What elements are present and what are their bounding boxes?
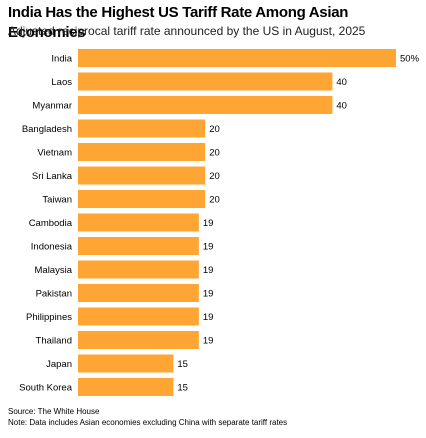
bar-japan: [78, 354, 174, 373]
chart-subtitle: Adjusted reciprocal tariff rate announce…: [8, 24, 366, 38]
category-label-laos: Laos: [51, 77, 72, 88]
category-label-pakistan: Pakistan: [36, 289, 72, 300]
value-label-sri-lanka: 20: [209, 171, 220, 182]
value-label-japan: 15: [177, 359, 188, 370]
value-label-south-korea: 15: [177, 383, 188, 394]
category-label-vietnam: Vietnam: [37, 148, 72, 159]
chart-title: India Has the Highest US Tariff Rate Amo…: [8, 4, 349, 41]
category-label-japan: Japan: [46, 359, 72, 370]
bar-philippines: [78, 307, 199, 326]
value-label-taiwan: 20: [209, 195, 220, 206]
source-note: Source: The White House: [8, 407, 100, 416]
category-label-malaysia: Malaysia: [35, 265, 73, 276]
category-label-bangladesh: Bangladesh: [22, 124, 72, 135]
bar-myanmar: [78, 96, 333, 114]
chart-footer: Source: The White House Note: Data inclu…: [8, 406, 287, 428]
bar-indonesia: [78, 237, 199, 255]
bar-bangladesh: [78, 119, 206, 138]
value-label-malaysia: 19: [203, 265, 214, 276]
category-label-taiwan: Taiwan: [42, 195, 72, 206]
bar-south-korea: [78, 378, 174, 396]
value-label-pakistan: 19: [203, 289, 214, 300]
category-label-south-korea: South Korea: [19, 383, 73, 394]
bar-pakistan: [78, 284, 199, 302]
bar-malaysia: [78, 260, 199, 279]
value-label-myanmar: 40: [336, 101, 347, 112]
bar-sri-lanka: [78, 166, 206, 185]
category-label-philippines: Philippines: [26, 312, 72, 323]
category-label-indonesia: Indonesia: [31, 242, 73, 253]
bar-india: [78, 49, 396, 67]
value-label-philippines: 19: [203, 312, 214, 323]
bar-thailand: [78, 331, 199, 349]
category-label-cambodia: Cambodia: [29, 218, 73, 229]
data-note: Note: Data includes Asian economies excl…: [8, 418, 288, 427]
bar-cambodia: [78, 213, 199, 232]
value-label-cambodia: 19: [203, 218, 214, 229]
bar-taiwan: [78, 190, 206, 208]
bar-vietnam: [78, 143, 206, 161]
category-label-thailand: Thailand: [36, 336, 72, 347]
value-label-vietnam: 20: [209, 148, 220, 159]
category-label-india: India: [51, 54, 72, 65]
category-label-sri-lanka: Sri Lanka: [32, 171, 73, 182]
value-label-indonesia: 19: [203, 242, 214, 253]
bar-laos: [78, 72, 333, 91]
value-label-thailand: 19: [203, 336, 214, 347]
category-label-myanmar: Myanmar: [32, 101, 72, 112]
value-label-laos: 40: [336, 77, 347, 88]
value-label-bangladesh: 20: [209, 124, 220, 135]
value-label-india: 50%: [400, 54, 420, 65]
